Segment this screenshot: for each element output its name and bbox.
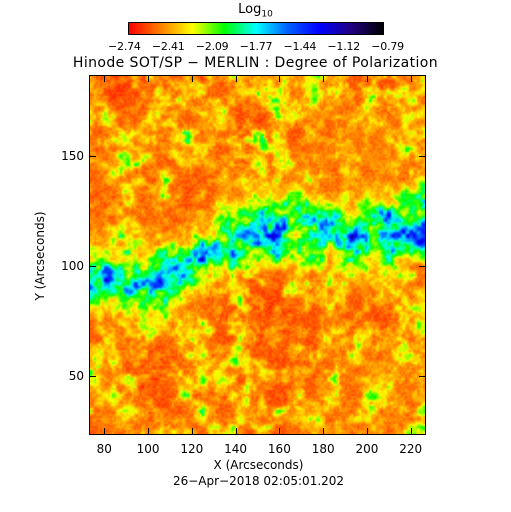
x-tick-mark [366, 75, 368, 82]
x-tick-label: 220 [399, 442, 423, 456]
y-tick-mark [419, 375, 426, 377]
colorbar-tick-label: −2.09 [195, 40, 229, 53]
colorbar-tick-label: −2.74 [108, 40, 141, 53]
y-tick-mark [89, 156, 96, 158]
x-tick-mark [104, 428, 106, 435]
x-tick-label: 140 [224, 442, 248, 456]
image-title: Hinode SOT/SP − MERLIN : Degree of Polar… [72, 55, 439, 71]
x-tick-label: 180 [311, 442, 335, 456]
colorbar [128, 22, 384, 35]
colorbar-tick-label: −1.44 [283, 40, 317, 53]
x-tick-mark [148, 75, 150, 82]
polarization-map [89, 75, 426, 435]
colorbar-tick-label: −0.79 [371, 40, 404, 53]
x-tick-mark [410, 75, 412, 82]
x-tick-label: 200 [355, 442, 379, 456]
x-tick-mark [191, 428, 193, 435]
x-tick-label: 120 [180, 442, 204, 456]
y-tick-label: 150 [61, 149, 84, 164]
x-tick-label: 100 [136, 442, 160, 456]
y-tick-label: 50 [68, 368, 84, 383]
x-tick-mark [235, 428, 237, 435]
x-tick-label: 160 [267, 442, 291, 456]
x-tick-mark [235, 75, 237, 82]
x-tick-mark [191, 75, 193, 82]
x-tick-mark [148, 428, 150, 435]
polarization-map-image [90, 76, 425, 434]
x-tick-mark [279, 428, 281, 435]
x-tick-mark [323, 428, 325, 435]
colorbar-tick-label: −1.77 [239, 40, 273, 53]
colorbar-title: Log10 [238, 2, 273, 20]
x-tick-mark [104, 75, 106, 82]
colorbar-tick-label: −1.12 [327, 40, 361, 53]
y-tick-mark [419, 156, 426, 158]
y-tick-label: 100 [61, 258, 84, 273]
y-tick-mark [89, 265, 96, 267]
y-tick-mark [419, 265, 426, 267]
x-axis-label: X (Arcseconds) [213, 458, 304, 472]
x-tick-mark [366, 428, 368, 435]
x-tick-label: 80 [96, 442, 112, 456]
timestamp: 26−Apr−2018 02:05:01.202 [172, 474, 345, 488]
y-tick-mark [89, 375, 96, 377]
y-axis-label: Y (Arcseconds) [33, 211, 47, 301]
colorbar-tick-labels: −2.74 −2.41 −2.09 −1.77 −1.44 −1.12 −0.7… [108, 40, 404, 53]
x-tick-mark [323, 75, 325, 82]
colorbar-tick-label: −2.41 [151, 40, 185, 53]
x-tick-mark [410, 428, 412, 435]
x-tick-mark [279, 75, 281, 82]
